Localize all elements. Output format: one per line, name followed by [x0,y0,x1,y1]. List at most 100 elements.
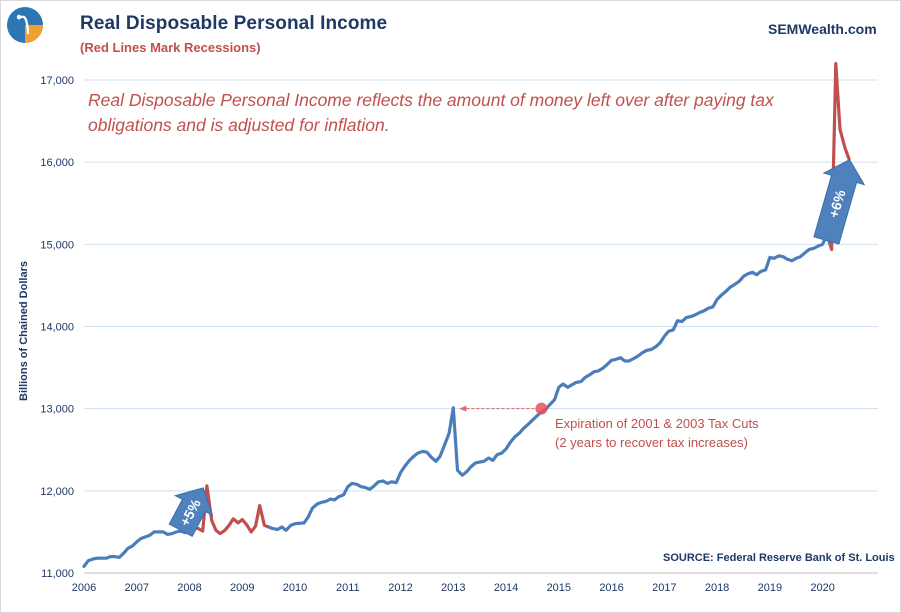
data-point [122,552,125,555]
data-point [201,530,204,533]
data-point [672,328,675,331]
data-point [680,320,683,323]
data-point [562,383,565,386]
data-point [469,466,472,469]
data-point [289,524,292,527]
x-tick-label: 2006 [72,582,96,594]
data-point [144,535,147,538]
data-point [619,356,622,359]
brand-label: SEMWealth.com [768,21,877,37]
x-tick-label: 2009 [230,582,254,594]
income-series [82,61,851,569]
data-point [329,498,332,501]
data-point [355,483,358,486]
data-point [395,481,398,484]
y-tick-label: 11,000 [41,568,74,580]
data-point [162,531,165,534]
data-point [439,455,442,458]
data-point [461,474,464,477]
data-point [474,461,477,464]
data-point [140,537,143,540]
data-point [641,351,644,354]
data-point [782,255,785,258]
data-point [628,360,631,363]
data-point [799,255,802,258]
data-point [316,503,319,506]
x-tick-label: 2012 [388,582,412,594]
recession-segment [187,484,271,536]
data-point [153,531,156,534]
data-point [403,465,406,468]
data-point [443,444,446,447]
data-point [245,523,248,526]
data-point [773,257,776,260]
data-point [725,290,728,293]
data-point [839,128,842,131]
data-point [632,357,635,360]
data-point [276,528,279,531]
data-point [518,432,521,435]
x-tick-label: 2017 [652,582,676,594]
data-point [399,471,402,474]
data-point [430,456,433,459]
data-point [759,270,762,273]
x-tick-label: 2008 [177,582,201,594]
data-point [373,485,376,488]
gridlines [84,79,878,492]
y-tick-label: 16,000 [40,157,74,169]
data-point [166,533,169,536]
y-tick-label: 15,000 [40,239,74,251]
series-segment [267,232,834,532]
data-point [271,527,274,530]
data-point [386,482,389,485]
x-tick-label: 2019 [758,582,782,594]
data-point [324,500,327,503]
description-note: Real Disposable Personal Income reflects… [88,90,774,135]
data-point [808,248,811,251]
data-point [711,305,714,308]
data-point [83,565,86,568]
data-point [791,259,794,262]
data-point [777,254,780,257]
data-point [303,521,306,524]
recession-segment [829,61,851,251]
data-point [606,363,609,366]
data-point [566,386,569,389]
data-point [171,532,174,535]
data-point [294,522,297,525]
data-point [843,146,846,149]
data-point [505,448,508,451]
data-point [659,342,662,345]
data-point [614,358,617,361]
data-point [206,485,209,488]
data-point [685,316,688,319]
data-point [126,547,129,550]
data-point [118,556,121,559]
arrow-2020-label: +6% [825,187,848,219]
data-point [535,415,538,418]
data-point [557,386,560,389]
tax-cut-annotation-line2: (2 years to recover tax increases) [555,435,748,450]
data-point [496,453,499,456]
data-point [223,529,226,532]
data-point [105,557,108,560]
data-point [342,494,345,497]
x-tick-label: 2007 [125,582,149,594]
data-point [500,452,503,455]
data-point [478,461,481,464]
data-point [527,423,530,426]
data-point [280,526,283,529]
data-point [337,495,340,498]
data-point [654,346,657,349]
data-point [597,369,600,372]
tick-labels: 11,000 12,000 13,000 14,000 15,000 16,000 17,0… [40,75,834,594]
data-point [593,370,596,373]
data-point [333,498,336,501]
data-point [254,525,257,528]
data-point [553,398,556,401]
x-tick-label: 2016 [599,582,623,594]
data-point [487,457,490,460]
data-point [830,248,833,251]
data-point [509,441,512,444]
